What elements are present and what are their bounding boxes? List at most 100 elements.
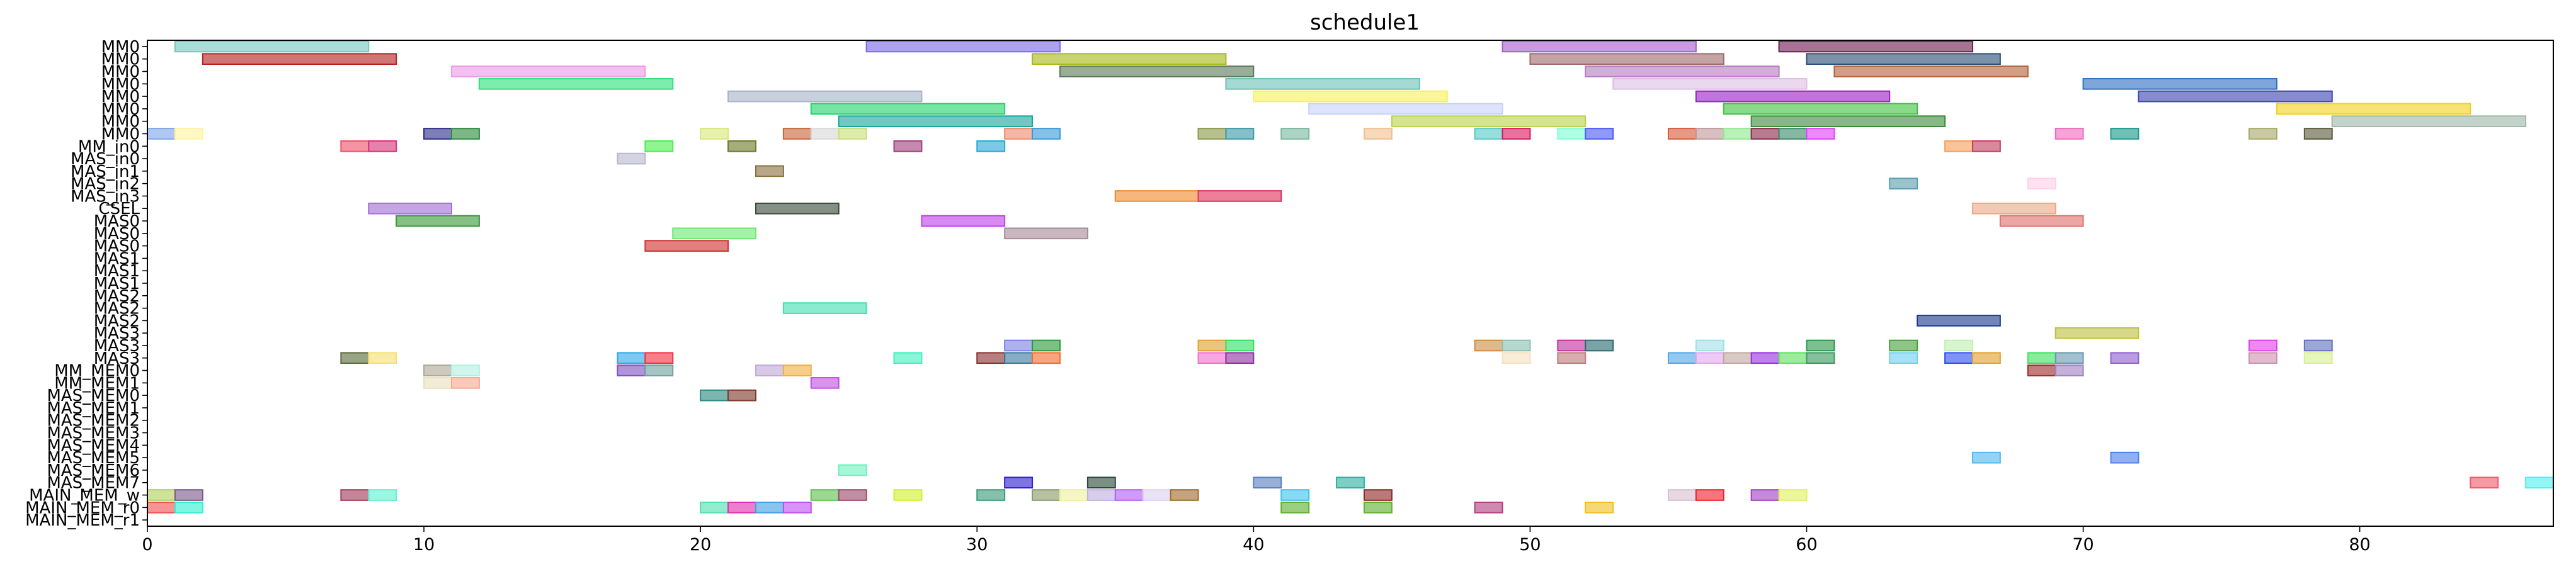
task-bar <box>1004 476 1034 489</box>
task-bar <box>1363 501 1393 514</box>
task-bar <box>1225 77 1420 90</box>
task-bar <box>1557 339 1587 352</box>
task-bar <box>1502 352 1531 364</box>
task-bar <box>1086 489 1116 501</box>
task-bar <box>478 77 674 90</box>
task-bar <box>2027 352 2056 364</box>
x-tick-label: 70 <box>2072 535 2094 555</box>
y-tick-label: MAS_in1 <box>71 162 140 181</box>
task-bar <box>1667 489 1697 501</box>
task-bar <box>2248 128 2277 140</box>
task-bar <box>1086 476 1116 489</box>
y-tick-label: MAIN_MEM_r0 <box>25 499 140 517</box>
y-tick-label: MM_MEM0 <box>54 362 140 381</box>
task-bar <box>1253 476 1282 489</box>
task-bar <box>450 377 480 389</box>
x-tick-label: 50 <box>1519 535 1541 555</box>
y-tick-label: MAS_MEM0 <box>47 386 140 405</box>
y-tick-label: MM0 <box>101 100 140 119</box>
y-tick-label: MAS_in0 <box>71 150 140 169</box>
task-bar <box>147 489 176 501</box>
task-bar <box>1778 40 1973 53</box>
task-bar <box>1114 190 1199 202</box>
task-bar <box>202 53 397 65</box>
task-bar <box>2303 339 2333 352</box>
x-tick-label: 20 <box>690 535 711 555</box>
y-tick-label: MAS_MEM2 <box>47 412 140 431</box>
task-bar <box>2110 451 2140 464</box>
task-bars <box>147 40 2555 514</box>
task-bar <box>1280 501 1310 514</box>
task-bar <box>810 377 840 389</box>
task-bar <box>976 352 1006 364</box>
task-bar <box>1557 128 1587 140</box>
task-bar <box>810 489 840 501</box>
task-bar <box>1750 115 1946 127</box>
task-bar <box>368 202 452 215</box>
task-bar <box>1971 451 2001 464</box>
task-bar <box>1917 315 2001 327</box>
task-bar <box>1197 128 1227 140</box>
task-bar <box>2027 177 2056 189</box>
y-tick-label: MM0 <box>101 50 140 69</box>
task-bar <box>644 352 674 364</box>
task-bar <box>2110 352 2140 364</box>
task-bar <box>1363 128 1393 140</box>
task-bar <box>1585 65 1780 77</box>
task-bar <box>893 140 923 152</box>
task-bar <box>1667 352 1697 364</box>
task-bar <box>727 140 756 152</box>
task-bar <box>1806 352 1835 364</box>
y-tick-label: MAS3 <box>94 337 140 356</box>
task-bar <box>2303 128 2333 140</box>
task-bar <box>1944 352 1973 364</box>
y-tick-label: MM0 <box>101 38 140 57</box>
y-tick-label: MAS2 <box>94 300 140 318</box>
task-bar <box>1723 103 1918 115</box>
task-bar <box>423 377 452 389</box>
task-bar <box>174 489 203 501</box>
task-bar <box>1004 339 1034 352</box>
y-tick-label: MAS_MEM6 <box>47 461 140 480</box>
task-bar <box>1114 489 1144 501</box>
task-bar <box>423 128 452 140</box>
task-bar <box>1750 489 1780 501</box>
task-bar <box>2110 128 2140 140</box>
task-bar <box>1004 227 1088 240</box>
task-bar <box>755 165 784 177</box>
x-tick-label: 0 <box>142 535 152 555</box>
task-bar <box>1971 140 2001 152</box>
task-bar <box>1280 128 1310 140</box>
task-bar <box>1225 352 1255 364</box>
task-bar <box>782 501 812 514</box>
task-bar <box>1585 501 1614 514</box>
task-bar <box>340 140 370 152</box>
task-bar <box>755 364 784 376</box>
task-bar <box>1336 476 1365 489</box>
task-bar <box>1585 339 1614 352</box>
task-bar <box>700 389 729 402</box>
y-tick-label: MAS1 <box>94 262 140 281</box>
y-tick-label: MAS1 <box>94 249 140 268</box>
task-bar <box>727 389 756 402</box>
task-bar <box>1502 128 1531 140</box>
task-bar <box>2055 327 2140 339</box>
task-bar <box>1944 339 1973 352</box>
task-bar <box>1806 53 2001 65</box>
y-tick-label: MAS_in3 <box>71 187 140 206</box>
x-tick-label: 40 <box>1243 535 1264 555</box>
task-bar <box>1695 128 1724 140</box>
task-bar <box>893 489 923 501</box>
task-bar <box>1695 352 1724 364</box>
task-bar <box>617 352 646 364</box>
x-tick-label: 10 <box>413 535 435 555</box>
task-bar <box>1529 53 1724 65</box>
y-tick-label: MAS3 <box>94 349 140 368</box>
y-tick-label: MAS_in2 <box>71 175 140 194</box>
y-tick-label: MM0 <box>101 62 140 81</box>
task-bar <box>1197 352 1227 364</box>
task-bar <box>644 140 674 152</box>
task-bar <box>644 364 674 376</box>
